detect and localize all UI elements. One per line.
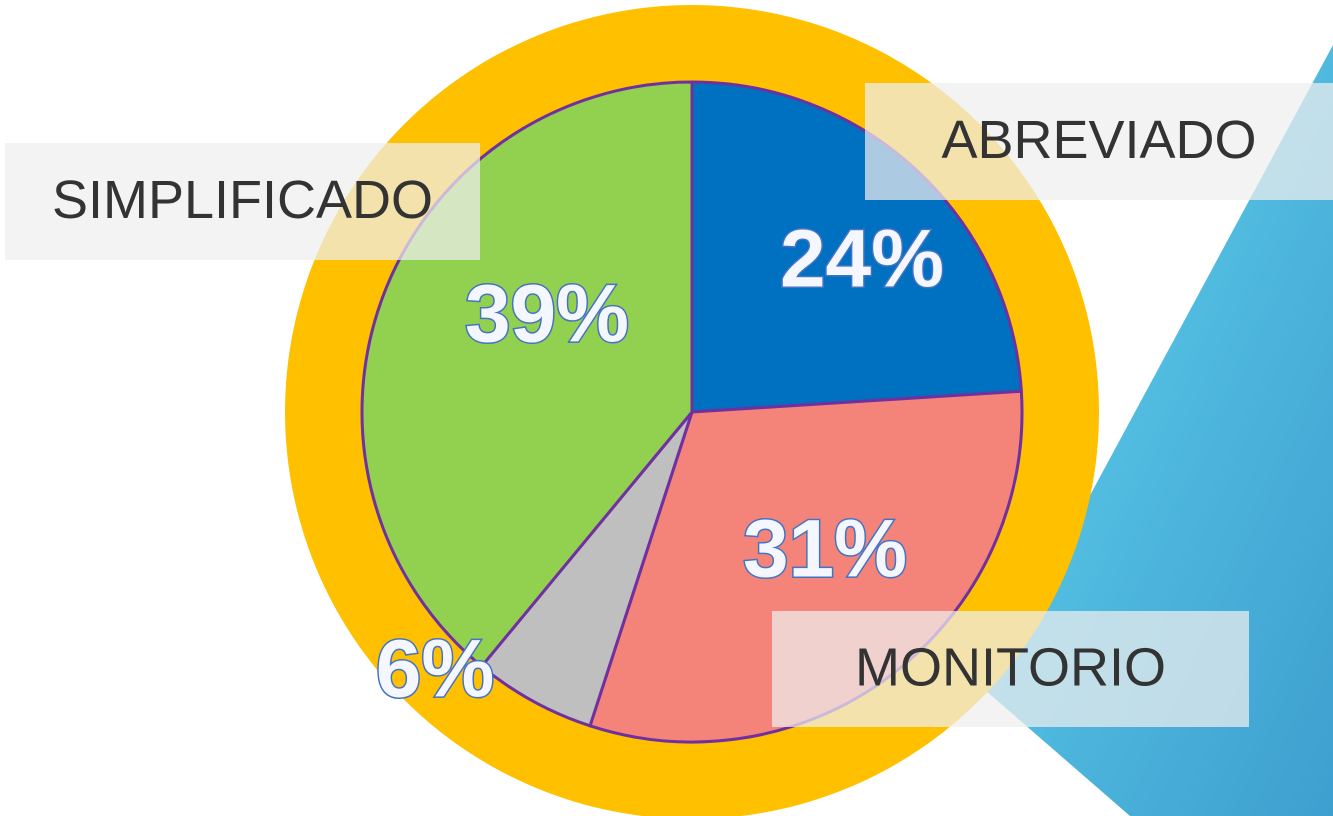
category-box — [5, 143, 480, 260]
category-label: ABREVIADO — [941, 110, 1256, 170]
pie-slice — [479, 411, 694, 728]
slices — [360, 80, 1024, 744]
category-label: MONITORIO — [855, 637, 1166, 697]
category-box — [772, 611, 1249, 727]
percent-label: 6% — [376, 624, 495, 715]
percent-label: 31% — [743, 504, 907, 595]
labels: ABREVIADO MONITORIO SIMPLIFICADO 24% 31% 6% 39… — [5, 83, 1333, 727]
percent-label: 24% — [780, 214, 944, 305]
category-box — [865, 83, 1333, 200]
category-label: SIMPLIFICADO — [52, 170, 433, 230]
percent-label: 39% — [465, 269, 629, 360]
